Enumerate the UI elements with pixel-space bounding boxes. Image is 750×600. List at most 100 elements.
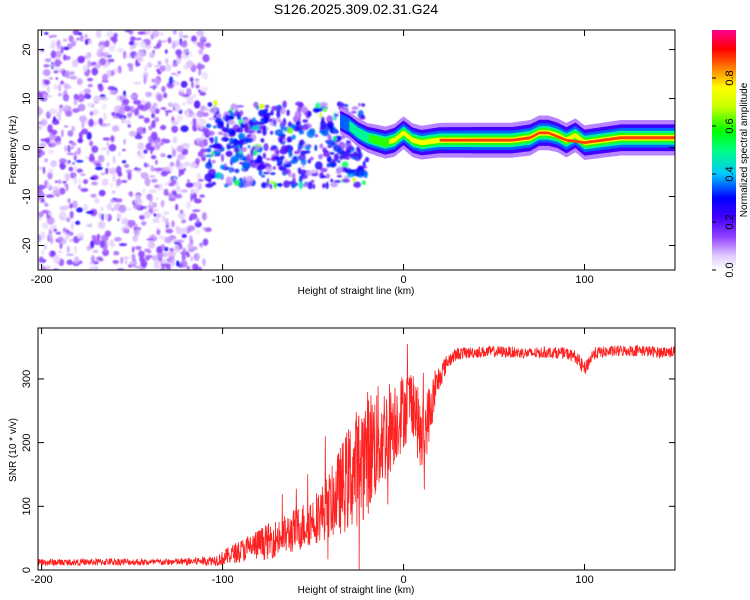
spectrogram-blob [276,150,280,155]
spectrogram-blob [57,83,62,92]
spectrogram-blob [107,86,116,91]
spectrogram-blob [282,139,286,142]
spectrogram-blob [142,188,146,195]
spectrogram-blob [175,203,179,211]
spectrogram-blob [121,179,128,183]
spectrogram-blob [163,211,170,215]
spectrogram-blob [206,130,215,136]
spectrogram-blob [59,206,67,211]
spectrogram-blob [198,68,202,76]
spectrogram-blob [347,140,351,144]
spectrogram-blob [110,70,115,76]
spectrogram-blob [133,228,140,237]
y-tick-label: -20 [21,238,33,254]
spectrogram-blob [364,156,370,163]
spectrogram-blob [94,166,103,171]
spectrogram-blob [262,116,269,124]
spectrogram-blob [195,79,199,86]
spectrogram-blob [189,162,198,169]
spectrogram-blob [187,225,196,232]
spectrogram-blob [190,193,193,202]
spectrogram-blob [293,115,299,122]
spectrogram-blob [201,157,206,161]
spectrogram-blob [165,263,171,270]
spectrogram-blob [74,150,78,157]
spectrogram-blob [172,30,177,35]
spectrogram-blob [294,150,300,155]
spectrogram-blob [280,107,286,115]
spectrogram-blob [91,235,97,239]
spectrogram-blob [50,143,57,147]
spectrogram-blob [100,96,109,101]
spectrogram-blob [78,178,82,186]
spectrogram-blob [322,107,327,113]
spectrogram-blob [197,62,202,70]
spectrogram-blob [79,34,84,42]
spectrogram-blob [298,169,307,175]
spectrogram-blob [171,258,175,267]
spectrogram-blob [64,145,68,153]
spectrogram-blob [87,69,91,74]
spectrogram-blob [121,160,127,164]
spectrogram-ylabel: Frequency (Hz) [8,116,19,185]
spectrogram-blob [106,203,113,211]
spectrogram-blob [56,46,62,50]
spectrogram-blob [172,62,178,67]
spectrogram-blob [221,154,224,162]
spectrogram-blob [192,113,198,118]
spectrogram-blob [104,230,112,237]
spectrogram-blob [64,184,69,187]
spectrogram-blob [51,39,57,48]
spectrogram-blob [124,105,131,112]
spectrogram-blob [77,147,81,155]
spectrogram-blob [104,40,110,48]
spectrogram-blob [151,178,158,183]
spectrogram-blob [198,49,204,55]
spectrogram-blob [44,58,52,63]
spectrogram-blob [214,172,223,180]
spectrogram-blob [205,154,214,158]
spectrogram-blob [80,188,89,192]
spectrogram-blob [55,50,62,58]
spectrogram-blob [72,61,77,68]
spectrogram-blob [167,251,176,257]
spectrogram-blob [151,255,158,260]
spectrogram-blob [121,117,125,124]
spectrogram-blob [187,179,190,183]
spectrogram-blob [181,253,186,261]
spectrogram-blob [144,248,151,253]
spectrogram-blob [257,103,266,109]
spectrogram-blob [62,180,67,184]
spectrogram-xlabel: Height of straight line (km) [298,286,415,297]
spectrogram-blob [193,186,200,194]
spectrogram-blob [63,82,69,90]
spectrogram-blob [163,246,169,252]
spectrogram-blob [156,228,161,236]
spectrogram-blob [104,212,109,221]
spectrogram-blob [78,185,81,190]
spectrogram-blob [128,63,134,72]
spectrogram-blob [91,181,98,186]
spectrogram-blob [122,98,130,105]
spectrogram-blob [321,175,328,179]
spectrogram-blob [146,62,153,68]
spectrogram-blob [176,114,184,122]
spectrogram-blob [102,137,111,141]
spectrogram-blob [67,160,71,164]
spectrogram-blob [41,198,45,203]
spectrogram-blob [181,233,187,239]
spectrogram-blob [215,143,223,150]
spectrogram-blob [334,113,339,117]
spectrogram-blob [311,173,319,177]
spectrogram-blob [64,70,71,79]
spectrogram-blob [64,125,69,128]
spectrogram-blob [256,105,259,111]
spectrogram-blob [160,124,167,131]
spectrogram-blob [149,175,156,178]
spectrogram-blob [167,192,175,197]
spectrogram-blob [330,178,334,183]
spectrogram-blob [50,50,57,59]
spectrogram-blob [179,209,184,214]
spectrogram-blob [270,130,274,135]
spectrogram-blob [228,110,233,114]
